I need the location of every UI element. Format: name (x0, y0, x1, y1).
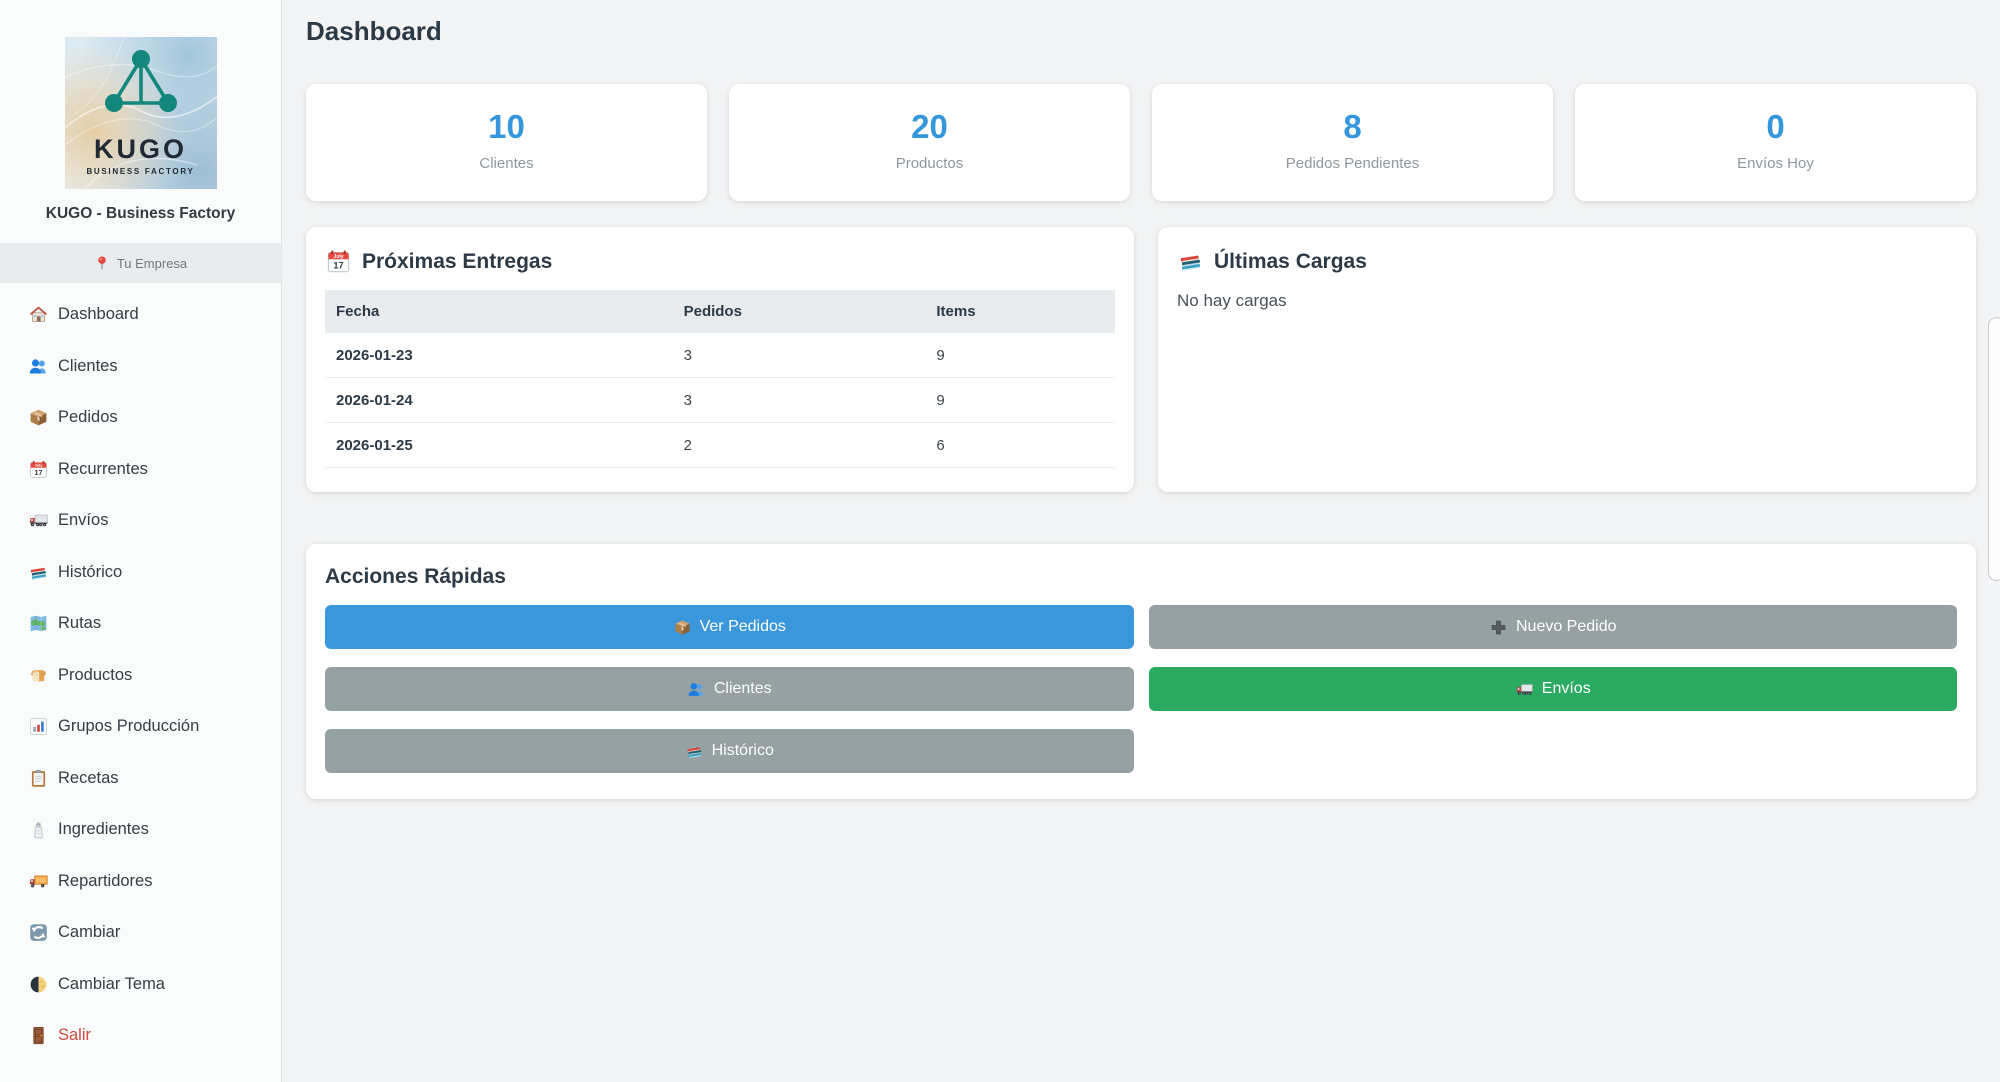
cell-fecha: 2026-01-24 (325, 377, 673, 423)
logo-brand-text: KUGO (94, 134, 187, 164)
sidebar-item-ingredientes[interactable]: Ingredientes (0, 804, 281, 856)
nuevo-pedido-button[interactable]: Nuevo Pedido (1148, 605, 1957, 649)
pushpin-icon (94, 255, 110, 271)
col-header-fecha: Fecha (325, 290, 673, 333)
books-icon (685, 742, 704, 761)
stat-label: Envíos Hoy (1737, 155, 1814, 172)
stat-card-clientes: 10 Clientes (306, 84, 707, 201)
historico-button[interactable]: Histórico (325, 729, 1134, 773)
sidebar-item-salir[interactable]: Salir (0, 1010, 281, 1062)
main-content: Dashboard 10 Clientes 20 Productos 8 Ped… (283, 0, 2000, 1082)
ultimas-cargas-card: Últimas Cargas No hay cargas (1158, 227, 1976, 492)
clientes-button[interactable]: Clientes (325, 667, 1134, 711)
cell-items: 9 (925, 377, 1115, 423)
stat-value: 10 (488, 108, 525, 145)
page-title: Dashboard (306, 16, 442, 46)
table-row: 2026-01-24 3 9 (325, 377, 1115, 423)
moon-icon (28, 974, 49, 995)
proximas-entregas-card: Próximas Entregas Fecha Pedidos Items 20… (306, 227, 1134, 492)
ver-pedidos-button[interactable]: Ver Pedidos (325, 605, 1134, 649)
proximas-entregas-title: Próximas Entregas (325, 248, 1115, 275)
sidebar-item-clientes[interactable]: Clientes (0, 341, 281, 393)
sidebar-item-cambiar[interactable]: Cambiar (0, 907, 281, 959)
cell-pedidos: 2 (672, 422, 926, 468)
sidebar: KUGO BUSINESS FACTORY KUGO - Business Fa… (0, 0, 282, 1082)
users-icon (28, 356, 49, 377)
cell-fecha: 2026-01-25 (325, 422, 673, 468)
stat-value: 0 (1766, 108, 1785, 145)
sidebar-item-rutas[interactable]: Rutas (0, 598, 281, 650)
truck-icon (28, 510, 49, 531)
sidebar-section-company: Tu Empresa (0, 243, 281, 283)
stat-label: Pedidos Pendientes (1285, 155, 1420, 172)
table-row: 2026-01-23 3 9 (325, 333, 1115, 378)
sidebar-item-recurrentes[interactable]: Recurrentes (0, 444, 281, 496)
stat-card-pedidos-pendientes: 8 Pedidos Pendientes (1152, 84, 1553, 201)
stat-label: Clientes (479, 155, 534, 172)
col-header-pedidos: Pedidos (672, 290, 926, 333)
stat-value: 20 (911, 108, 948, 145)
door-icon (28, 1025, 49, 1046)
empty-state-text: No hay cargas (1177, 291, 1287, 310)
logo-network-icon (91, 49, 191, 113)
refresh-icon (28, 922, 49, 943)
plus-icon (1489, 618, 1508, 637)
deliveries-table: Fecha Pedidos Items 2026-01-23 3 9 2026-… (325, 290, 1115, 468)
sidebar-nav: Dashboard Clientes Pedidos Recurrentes E… (0, 289, 281, 1062)
users-icon (687, 680, 706, 699)
sidebar-item-repartidores[interactable]: Repartidores (0, 856, 281, 908)
cell-fecha: 2026-01-23 (325, 333, 673, 378)
cell-items: 6 (925, 422, 1115, 468)
salt-icon (28, 819, 49, 840)
app-logo: KUGO BUSINESS FACTORY (64, 37, 217, 189)
truck-icon (1515, 680, 1534, 699)
acciones-rapidas-card: Acciones Rápidas Ver Pedidos Nuevo Pedid… (306, 544, 1976, 799)
delivery-truck-icon (28, 871, 49, 892)
home-icon (28, 304, 49, 325)
acciones-rapidas-title: Acciones Rápidas (325, 565, 506, 588)
table-row: 2026-01-25 2 6 (325, 422, 1115, 468)
middle-row: Próximas Entregas Fecha Pedidos Items 20… (306, 227, 1976, 492)
envios-button[interactable]: Envíos (1148, 667, 1957, 711)
sidebar-item-envios[interactable]: Envíos (0, 495, 281, 547)
app-title: KUGO - Business Factory (45, 205, 236, 222)
quick-actions-grid: Ver Pedidos Nuevo Pedido Clientes Envíos… (325, 605, 1957, 773)
cell-items: 9 (925, 333, 1115, 378)
stat-card-envios-hoy: 0 Envíos Hoy (1575, 84, 1976, 201)
cell-pedidos: 3 (672, 333, 926, 378)
sidebar-item-productos[interactable]: Productos (0, 650, 281, 702)
col-header-items: Items (925, 290, 1115, 333)
calendar-icon (28, 459, 49, 480)
sidebar-item-dashboard[interactable]: Dashboard (0, 289, 281, 341)
stat-value: 8 (1343, 108, 1362, 145)
books-icon (1177, 248, 1204, 275)
sidebar-item-recetas[interactable]: Recetas (0, 753, 281, 805)
table-header-row: Fecha Pedidos Items (325, 290, 1115, 333)
bread-icon (28, 665, 49, 686)
sidebar-item-pedidos[interactable]: Pedidos (0, 392, 281, 444)
sidebar-item-grupos-produccion[interactable]: Grupos Producción (0, 701, 281, 753)
calendar-icon (325, 248, 352, 275)
sidebar-item-cambiar-tema[interactable]: Cambiar Tema (0, 959, 281, 1011)
stat-card-productos: 20 Productos (729, 84, 1130, 201)
ultimas-cargas-title: Últimas Cargas (1177, 248, 1957, 275)
stats-row: 10 Clientes 20 Productos 8 Pedidos Pendi… (306, 84, 1976, 201)
sidebar-item-historico[interactable]: Histórico (0, 547, 281, 599)
cell-pedidos: 3 (672, 377, 926, 423)
clipboard-icon (28, 768, 49, 789)
vertical-scrollbar-thumb[interactable] (1988, 317, 2000, 581)
logo-brand-subtext: BUSINESS FACTORY (86, 167, 195, 176)
stat-label: Productos (895, 155, 964, 172)
logo-swirl-decoration (64, 37, 217, 189)
bar-chart-icon (28, 716, 49, 737)
package-icon (673, 618, 692, 637)
books-icon (28, 562, 49, 583)
section-label: Tu Empresa (116, 255, 188, 271)
package-icon (28, 407, 49, 428)
map-icon (28, 613, 49, 634)
